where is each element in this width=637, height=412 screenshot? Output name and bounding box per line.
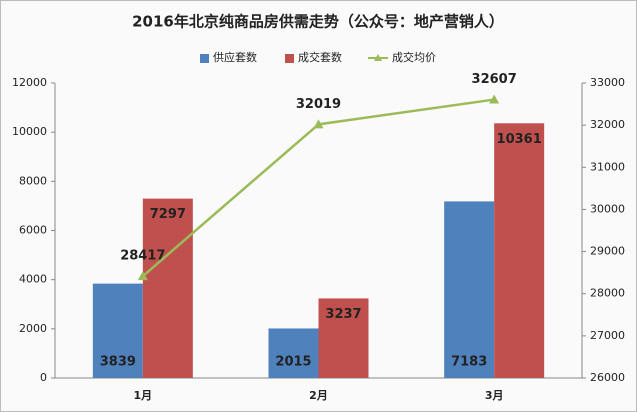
data-label: 2015 [275, 355, 311, 370]
y-tick-label: 4000 [19, 273, 47, 286]
y2-tick-label: 32000 [590, 118, 625, 131]
legend-label: 成交套数 [298, 50, 342, 64]
data-label: 7183 [451, 355, 487, 370]
y2-tick-label: 33000 [590, 76, 625, 89]
data-label: 28417 [120, 249, 165, 264]
data-label: 7297 [150, 207, 186, 222]
y-tick-label: 10000 [12, 125, 47, 138]
legend-label: 成交均价 [392, 50, 436, 64]
line-marker [489, 94, 500, 104]
bar [444, 201, 495, 378]
y2-tick-label: 28000 [590, 287, 625, 300]
bar [268, 328, 319, 378]
x-tick-label: 1月 [134, 389, 153, 402]
bar [494, 123, 545, 378]
y2-tick-label: 27000 [590, 329, 625, 342]
y2-tick-label: 26000 [590, 371, 625, 384]
line-marker [313, 119, 324, 129]
bar [92, 283, 143, 378]
y-tick-label: 12000 [12, 76, 47, 89]
x-tick-label: 2月 [309, 389, 328, 402]
x-tick-label: 3月 [485, 389, 504, 402]
data-label: 32607 [472, 72, 517, 87]
y2-tick-label: 31000 [590, 160, 625, 173]
y2-tick-label: 29000 [590, 245, 625, 258]
legend-marker [374, 54, 382, 61]
data-label: 10361 [497, 132, 542, 147]
data-label: 32019 [296, 97, 341, 112]
y2-tick-label: 30000 [590, 202, 625, 215]
legend-swatch [285, 54, 294, 63]
y-tick-label: 2000 [19, 322, 47, 335]
legend-swatch [200, 54, 209, 63]
chart-title: 2016年北京纯商品房供需走势（公众号：地产营销人） [132, 13, 504, 31]
data-label: 3237 [325, 307, 361, 322]
y-tick-label: 0 [40, 371, 47, 384]
y-tick-label: 6000 [19, 224, 47, 237]
data-label: 3839 [100, 355, 136, 370]
bar [318, 298, 369, 378]
y-tick-label: 8000 [19, 174, 47, 187]
legend-label: 供应套数 [213, 50, 257, 64]
line-marker [137, 271, 148, 281]
bar [142, 198, 193, 378]
